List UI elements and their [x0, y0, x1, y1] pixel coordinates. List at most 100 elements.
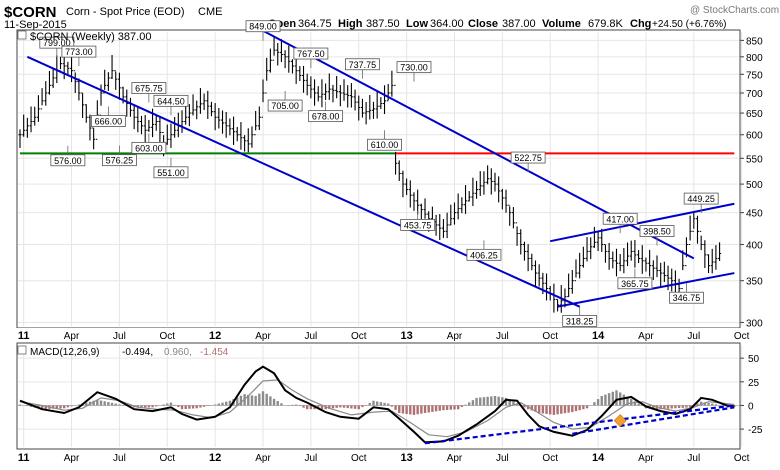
- macd-legend-name: MACD(12,26,9): [30, 347, 99, 358]
- volume-value: 679.8K: [588, 18, 624, 30]
- x-tick-label: Jul: [113, 453, 126, 464]
- macd-y-tick-label: -25: [748, 425, 763, 436]
- annotation-box: [153, 94, 189, 107]
- price-y-tick-label: 700: [746, 89, 763, 100]
- annotation-label: 705.00: [271, 101, 299, 111]
- annotation-box: [50, 154, 86, 167]
- annotation-box: [308, 110, 344, 123]
- x-tick-label: Oct: [542, 331, 558, 342]
- x-tick-label: Jul: [304, 453, 317, 464]
- x-tick-label: 11: [18, 452, 30, 464]
- x-tick-label: Apr: [255, 453, 271, 464]
- price-y-tick-label: 750: [746, 70, 763, 81]
- x-tick-label: Apr: [638, 453, 654, 464]
- price-legend-text: $CORN (Weekly) 387.00: [30, 31, 151, 43]
- x-tick-label: 14: [592, 330, 605, 342]
- price-y-tick-label: 500: [746, 180, 763, 191]
- chart-date: 11-Sep-2015: [4, 19, 67, 31]
- annotation-label: 666.00: [95, 116, 123, 126]
- annotation-label: 678.00: [312, 112, 340, 122]
- x-tick-label: Jul: [496, 331, 509, 342]
- annotation-label: 551.00: [157, 168, 185, 178]
- x-tick-label: 12: [209, 452, 221, 464]
- x-axis-labels-bottom: 11 Apr Jul Oct 12 Apr Jul Oct 13 Apr Jul Oct 14 Apr Ju…: [18, 452, 750, 464]
- annotation-box: [639, 225, 675, 237]
- x-tick-label: Apr: [447, 453, 463, 464]
- macd-legend-hist: -1.454: [200, 347, 229, 358]
- x-tick-label: Apr: [255, 331, 271, 342]
- annotation-label: 453.75: [404, 220, 432, 230]
- symbol-title: $CORN: [4, 4, 57, 21]
- price-y-tick-label: 850: [746, 36, 763, 47]
- high-label: High: [338, 18, 363, 30]
- annotation-label: 576.00: [54, 156, 82, 166]
- x-tick-label: Jul: [496, 453, 509, 464]
- chg-label: Chg: [630, 18, 651, 30]
- annotation-label: 730.00: [400, 63, 428, 73]
- x-axis-band: [0, 328, 780, 342]
- x-tick-label: Oct: [734, 453, 750, 464]
- x-tick-label: Jul: [687, 331, 700, 342]
- macd-y-axis: 50 25 0 -25: [740, 354, 763, 436]
- macd-lines: [19, 365, 735, 444]
- symbol-description: Corn - Spot Price (EOD): [66, 6, 185, 18]
- x-tick-label: 14: [592, 452, 605, 464]
- price-y-tick-label: 350: [746, 277, 763, 288]
- x-tick-label: Jul: [304, 331, 317, 342]
- annotation-label: 603.00: [135, 143, 163, 153]
- price-trendline: [550, 202, 735, 243]
- price-trendline: [557, 272, 735, 308]
- x-tick-label: 13: [400, 330, 412, 342]
- annotation-label: 522.75: [514, 153, 542, 163]
- annotation-box: [466, 248, 502, 261]
- price-y-tick-label: 650: [746, 109, 763, 120]
- annotation-label: 398.50: [643, 227, 671, 237]
- price-gridlines: [18, 32, 743, 326]
- x-tick-label: Oct: [542, 453, 558, 464]
- annotation-label: 773.00: [65, 47, 93, 57]
- price-y-tick-label: 450: [746, 209, 763, 220]
- price-y-tick-label: 550: [746, 154, 763, 165]
- annotation-box: [396, 61, 432, 74]
- annotation-label: 767.50: [297, 49, 325, 59]
- x-tick-label: Oct: [351, 331, 367, 342]
- annotation-label: 449.25: [687, 194, 715, 204]
- annotation-label: 675.75: [135, 84, 163, 94]
- annotation-box: [683, 192, 719, 205]
- macd-legend-macd: -0.494,: [122, 347, 153, 358]
- low-value: 364.00: [430, 18, 464, 30]
- annotation-box: [367, 138, 402, 151]
- price-trendline: [26, 55, 581, 308]
- macd-legend-toggle: [17, 345, 27, 355]
- annotation-box: [102, 154, 137, 167]
- x-tick-label: Apr: [64, 331, 80, 342]
- annotation-label: 610.00: [371, 140, 399, 150]
- annotation-box: [345, 58, 380, 71]
- x-tick-label: 12: [209, 330, 221, 342]
- annotation-label: 799.00: [43, 38, 71, 48]
- macd-divergence-line: [424, 404, 735, 445]
- price-legend: $CORN (Weekly) 387.00: [17, 30, 151, 43]
- price-y-tick-label: 800: [746, 53, 763, 64]
- annotation-label: 406.25: [470, 250, 498, 260]
- macd-line: [19, 365, 735, 444]
- x-tick-label: Oct: [160, 331, 176, 342]
- price-y-tick-label: 400: [746, 241, 763, 252]
- x-axis-labels-middle: 11 Apr Jul Oct 12 Apr Jul Oct 13 Apr Jul Oct 14 Apr Ju…: [18, 330, 750, 342]
- high-value: 387.50: [366, 18, 400, 30]
- x-tick-label: Jul: [687, 453, 700, 464]
- volume-label: Volume: [542, 18, 581, 30]
- close-label: Close: [468, 18, 498, 30]
- x-tick-label: Oct: [351, 453, 367, 464]
- annotation-box: [510, 151, 546, 164]
- annotation-label: 365.75: [621, 279, 649, 289]
- annotation-box: [400, 218, 436, 231]
- annotation-box: [602, 212, 638, 225]
- price-y-tick-label: 600: [746, 131, 763, 142]
- x-tick-label: Apr: [638, 331, 654, 342]
- x-tick-label: Oct: [160, 453, 176, 464]
- macd-y-tick-label: 25: [748, 378, 760, 389]
- macd-legend-signal: 0.960,: [164, 347, 192, 358]
